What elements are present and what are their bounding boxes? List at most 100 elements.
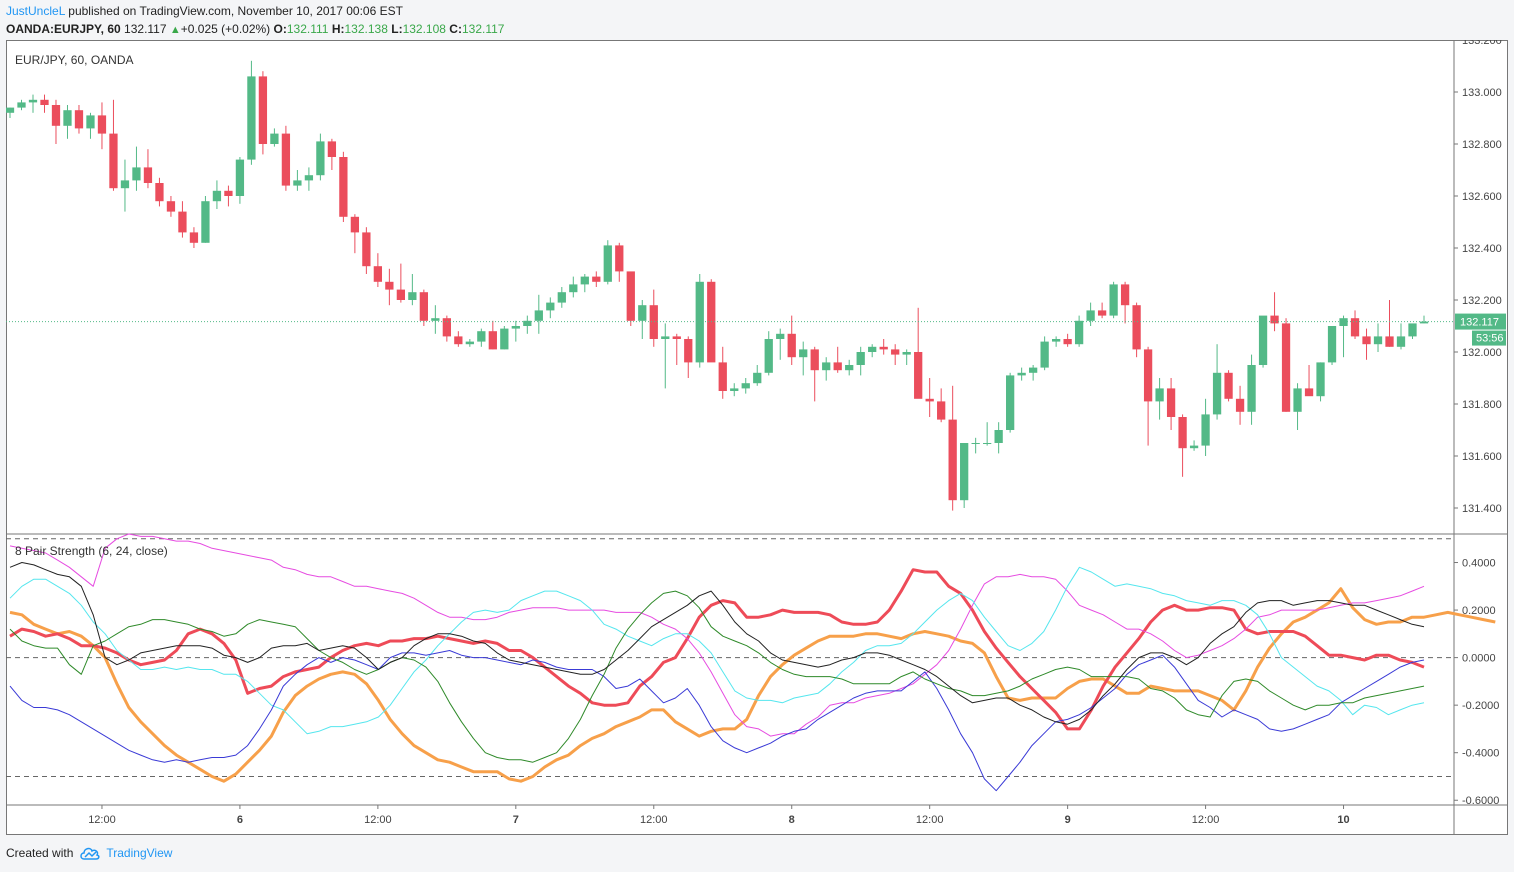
candle-body — [925, 398, 934, 402]
strength-line — [9, 587, 1496, 783]
open-value: 132.111 — [286, 22, 329, 36]
symbol-label: OANDA:EURJPY, 60 — [6, 22, 121, 36]
candle-body — [1097, 310, 1107, 316]
candle-body — [1063, 339, 1072, 345]
low-value: 132.108 — [402, 22, 446, 36]
candle-body — [649, 305, 658, 339]
candle-body — [1109, 284, 1118, 316]
ohlc-legend: OANDA:EURJPY, 60 132.117 ▲+0.025 (+0.02%… — [6, 22, 504, 36]
strength-line — [9, 568, 1425, 731]
candle-body — [51, 105, 61, 126]
tradingview-link[interactable]: TradingView — [79, 846, 172, 860]
open-label: O: — [273, 22, 287, 36]
candle-body — [1166, 388, 1176, 417]
candle-body — [1408, 323, 1417, 337]
candle-body — [1362, 336, 1371, 345]
candle-body — [511, 326, 520, 329]
footer: Created with TradingView — [6, 846, 172, 860]
candle-body — [442, 318, 451, 337]
candle-body — [1270, 315, 1279, 324]
candle-body — [1189, 445, 1199, 449]
price-tick-label: 132.400 — [1462, 243, 1502, 255]
candle-body — [132, 167, 141, 181]
candle-body — [937, 401, 946, 420]
candle-body — [235, 159, 245, 196]
candle-body — [1051, 339, 1061, 342]
candle-body — [1235, 398, 1245, 412]
strength-line — [9, 590, 1425, 763]
time-tick-label: 9 — [1065, 814, 1071, 826]
candle-body — [120, 180, 130, 189]
high-label: H: — [331, 22, 345, 36]
chart-svg[interactable]: 133.200 133.000 132.800 132.600 132.400 132.2… — [5, 35, 1508, 835]
candle-body — [603, 245, 612, 282]
candle-body — [822, 362, 831, 371]
candle-body — [373, 266, 383, 282]
price-tick-label: 132.800 — [1462, 139, 1502, 151]
candle-body — [385, 281, 394, 290]
time-tick-label: 12:00 — [1192, 814, 1220, 826]
candle-body — [580, 276, 589, 285]
candle-body — [1339, 318, 1348, 326]
brand-name: TradingView — [106, 846, 173, 860]
candle-body — [1074, 320, 1084, 345]
time-tick-label: 7 — [513, 814, 519, 826]
price-tick-label: 132.000 — [1462, 347, 1502, 359]
chart-frame — [6, 40, 1508, 835]
candle-body — [684, 339, 693, 363]
low-label: L: — [391, 22, 403, 36]
candle-body — [764, 339, 773, 373]
candle-body — [362, 232, 371, 267]
candle-body — [753, 372, 762, 384]
candle-body — [891, 349, 900, 355]
price-tick-label: 131.800 — [1462, 399, 1502, 411]
candle-body — [718, 362, 727, 391]
candle-body — [40, 99, 49, 105]
time-tick-label: 6 — [237, 814, 243, 826]
candle-body — [500, 328, 509, 350]
high-value: 132.138 — [344, 22, 388, 36]
candle-body — [845, 365, 854, 371]
candle-body — [189, 232, 199, 243]
chart-container[interactable]: 133.200 133.000 132.800 132.600 132.400 132.2… — [5, 35, 1508, 835]
candle-body — [833, 362, 842, 371]
candle-body — [1086, 310, 1095, 321]
candle-body — [1017, 372, 1026, 376]
up-arrow-icon: ▲ — [169, 24, 181, 36]
candle-body — [178, 211, 187, 233]
candle-body — [5, 107, 15, 113]
candle-body — [741, 383, 750, 389]
time-tick-label: 12:00 — [640, 814, 668, 826]
candle-body — [143, 167, 153, 183]
candle-body — [477, 331, 486, 342]
candle-body — [1373, 336, 1383, 345]
price-tick-label: 132.600 — [1462, 191, 1502, 203]
candle-body — [316, 141, 325, 176]
candle-body — [339, 157, 348, 217]
candle-body — [97, 115, 107, 134]
time-tick-label: 12:00 — [364, 814, 392, 826]
candle-body — [293, 180, 302, 186]
candle-body — [1350, 318, 1360, 337]
candle-body — [810, 349, 819, 371]
last-price-badge — [1455, 313, 1506, 330]
created-with-text: Created with — [6, 846, 74, 860]
strength-line — [9, 566, 1425, 735]
candle-body — [1006, 375, 1015, 430]
price-tick-label: 131.600 — [1462, 451, 1502, 463]
time-tick-label: 12:00 — [88, 814, 116, 826]
candle-body — [787, 333, 796, 358]
candle-body — [1419, 321, 1429, 324]
candle-body — [419, 292, 428, 321]
candle-body — [534, 310, 543, 321]
candle-body — [304, 175, 314, 181]
candle-body — [1293, 388, 1302, 412]
candle-body — [1212, 372, 1222, 415]
candle-body — [86, 115, 95, 129]
candle-body — [1155, 388, 1164, 402]
price-tick-label: 133.200 — [1462, 40, 1502, 47]
author-link[interactable]: JustUncleL — [6, 4, 65, 18]
candle-body — [454, 336, 463, 345]
candle-body — [592, 276, 601, 282]
candle-body — [1201, 414, 1210, 446]
